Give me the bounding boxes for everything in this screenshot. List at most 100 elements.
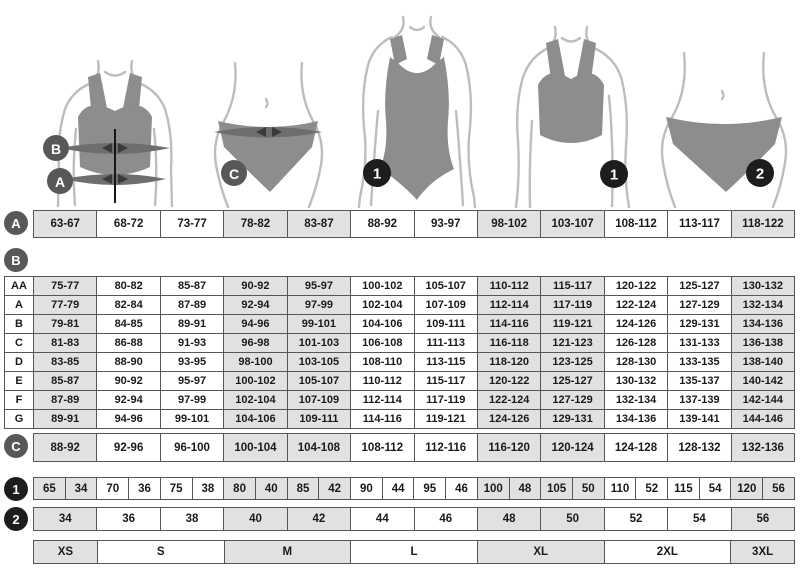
row-label: D bbox=[5, 353, 33, 371]
table-cell: 108-110 bbox=[350, 353, 414, 371]
hip-measure-band bbox=[214, 127, 322, 138]
table-cell: 132-136 bbox=[730, 434, 795, 461]
table-cell: 73-77 bbox=[159, 211, 224, 237]
table-row: AA 75-77 80-82 85-87 90-92 95-97 100-102 105-10… bbox=[5, 277, 795, 295]
table-cell: 34 bbox=[34, 508, 97, 530]
table-cell: 127-129 bbox=[667, 296, 731, 314]
table-cell: 114-116 bbox=[476, 315, 541, 333]
swimsuit-figure: 1 bbox=[357, 15, 477, 208]
table-cell: 34 bbox=[64, 478, 97, 499]
figure-label: A bbox=[55, 174, 65, 190]
size-cell: XL bbox=[476, 541, 604, 563]
table-cell: 92-94 bbox=[223, 296, 287, 314]
table-cell: 90-92 bbox=[96, 372, 160, 390]
table-cell: 109-111 bbox=[286, 410, 351, 428]
table-cell: 80 bbox=[223, 478, 255, 499]
table-cell: 128-132 bbox=[667, 434, 731, 461]
table-cell: 108-112 bbox=[350, 434, 414, 461]
table-row: B 79-81 84-85 89-91 94-96 99-101 104-106 109-11… bbox=[5, 314, 795, 333]
table-cell: 90 bbox=[350, 478, 382, 499]
letter-size-row: XS S M L XL 2XL 3XL bbox=[33, 540, 795, 564]
section-label: B bbox=[11, 252, 21, 268]
table-cell: 48 bbox=[508, 478, 541, 499]
table-cell: 131-133 bbox=[667, 334, 731, 352]
table-cell: 119-121 bbox=[413, 410, 477, 428]
table-cell: 36 bbox=[128, 478, 160, 499]
table-cell: 124-126 bbox=[603, 315, 668, 333]
bra-size-row: 65 34 70 36 75 38 80 40 85 42 90 44 95 46 100 48 105 50 11… bbox=[33, 477, 795, 500]
table-cell: 46 bbox=[445, 478, 477, 499]
table-cell: 110-112 bbox=[476, 277, 541, 295]
table-cell: 84-85 bbox=[96, 315, 160, 333]
bra-figure: 1 bbox=[514, 25, 631, 208]
table-cell: 125-127 bbox=[667, 277, 731, 295]
table-cell: 44 bbox=[381, 478, 414, 499]
label-circle-a: A bbox=[47, 168, 73, 194]
table-cell: 46 bbox=[413, 508, 477, 530]
table-cell: 81-83 bbox=[33, 334, 97, 352]
label-circle-2: 2 bbox=[746, 159, 774, 187]
table-cell: 94-96 bbox=[96, 410, 160, 428]
table-cell: 88-90 bbox=[96, 353, 160, 371]
table-cell: 105-107 bbox=[286, 372, 351, 390]
table-cell: 119-121 bbox=[540, 315, 604, 333]
table-cell: 120-122 bbox=[476, 372, 541, 390]
table-cell: 68-72 bbox=[96, 211, 160, 237]
table-cell: 97-99 bbox=[286, 296, 351, 314]
table-cell: 44 bbox=[350, 508, 414, 530]
table-cell: 92-94 bbox=[96, 391, 160, 409]
table-cell: 52 bbox=[603, 508, 668, 530]
label-circle-c: C bbox=[221, 160, 247, 186]
table-cell: 50 bbox=[571, 478, 604, 499]
table-cell: 112-114 bbox=[476, 296, 541, 314]
measure-arrow-icon bbox=[102, 174, 112, 184]
table-cell: 83-85 bbox=[33, 353, 97, 371]
table-cell: 104-108 bbox=[286, 434, 351, 461]
table-cell: 86-88 bbox=[96, 334, 160, 352]
table-cell: 117-119 bbox=[540, 296, 604, 314]
table-cell: 127-129 bbox=[540, 391, 604, 409]
table-cell: 93-97 bbox=[413, 211, 477, 237]
table-cell: 107-109 bbox=[286, 391, 351, 409]
table-cell: 103-107 bbox=[540, 211, 604, 237]
table-cell: 142-144 bbox=[730, 391, 795, 409]
table-cell: 95-97 bbox=[159, 372, 224, 390]
table-cell: 78-82 bbox=[223, 211, 287, 237]
row-1-circle: 1 bbox=[4, 477, 28, 501]
row-label: E bbox=[5, 372, 33, 390]
table-cell: 110 bbox=[603, 478, 636, 499]
size-cell: 3XL bbox=[730, 541, 795, 563]
table-cell: 40 bbox=[223, 508, 287, 530]
table-cell: 50 bbox=[540, 508, 604, 530]
table-row: E 85-87 90-92 95-97 100-102 105-107 110-112 115… bbox=[5, 371, 795, 390]
table-cell: 90-92 bbox=[223, 277, 287, 295]
table-cell: 129-131 bbox=[667, 315, 731, 333]
table-cell: 113-115 bbox=[413, 353, 477, 371]
table-cell: 42 bbox=[318, 478, 351, 499]
table-cell: 89-91 bbox=[33, 410, 97, 428]
table-cell: 99-101 bbox=[159, 410, 224, 428]
table-cell: 96-98 bbox=[223, 334, 287, 352]
figure-label: 1 bbox=[373, 166, 381, 183]
table-cell: 56 bbox=[762, 478, 794, 499]
table-cell: 130-132 bbox=[603, 372, 668, 390]
measure-arrow-icon bbox=[118, 143, 128, 153]
table-cell: 133-135 bbox=[667, 353, 731, 371]
table-cell: 79-81 bbox=[33, 315, 97, 333]
table-cell: 120-122 bbox=[603, 277, 668, 295]
table-cell: 134-136 bbox=[603, 410, 668, 428]
underbust-range-row: 63-67 68-72 73-77 78-82 83-87 88-92 93-97 98-10… bbox=[33, 210, 795, 238]
row-label: A bbox=[11, 215, 21, 231]
measure-arrow-icon bbox=[272, 127, 282, 137]
row-2-circle: 2 bbox=[4, 507, 28, 531]
row-label: F bbox=[5, 391, 33, 409]
table-cell: 126-128 bbox=[603, 334, 668, 352]
table-cell: 52 bbox=[635, 478, 668, 499]
table-cell: 123-125 bbox=[540, 353, 604, 371]
table-cell: 124-126 bbox=[476, 410, 541, 428]
figure-label: C bbox=[229, 166, 239, 182]
table-row: D 83-85 88-90 93-95 98-100 103-105 108-110 113-… bbox=[5, 352, 795, 371]
table-cell: 138-140 bbox=[730, 353, 795, 371]
row-a-circle: A bbox=[4, 211, 28, 235]
table-cell: 128-130 bbox=[603, 353, 668, 371]
